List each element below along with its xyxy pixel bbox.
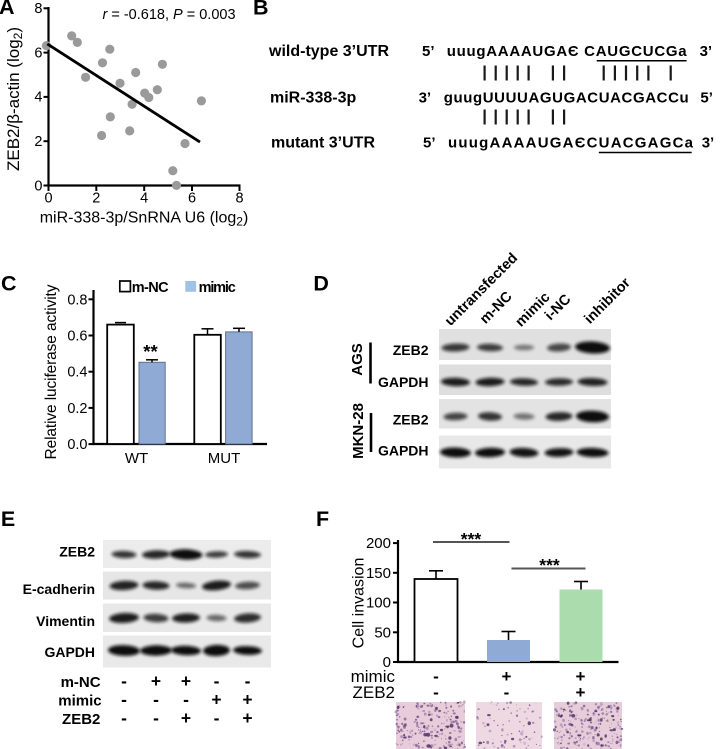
svg-text:2: 2 [34,134,42,150]
svg-text:-: - [121,671,127,691]
svg-text:m-NC: m-NC [132,280,169,296]
svg-text:mimic: mimic [199,280,236,296]
svg-text:8: 8 [235,191,243,207]
svg-text:100: 100 [366,595,391,612]
svg-text:AGS: AGS [349,343,366,376]
svg-text:***: *** [461,529,482,549]
svg-text:0.4: 0.4 [67,365,87,381]
svg-text:ZEB2: ZEB2 [393,412,429,428]
svg-text:Relative luciferase activity: Relative luciferase activity [43,284,60,459]
svg-text:6: 6 [188,191,196,207]
svg-text:0.6: 0.6 [67,329,87,345]
svg-text:E: E [1,507,15,531]
svg-text:Vimentin: Vimentin [36,613,95,629]
svg-text:+: + [502,667,512,686]
svg-text:r = -0.618, P = 0.003: r = -0.618, P = 0.003 [102,7,235,23]
svg-text:wild-type 3’UTR: wild-type 3’UTR [268,43,389,60]
svg-text:-: - [183,690,189,710]
svg-text:50: 50 [374,624,391,641]
svg-text:5’: 5’ [700,90,713,107]
svg-text:guugUUUUAGUGACUACGACCu: guugUUUUAGUGACUACGACCu [444,90,689,107]
svg-text:6: 6 [34,45,42,61]
svg-text:mimic: mimic [58,693,101,710]
svg-text:ZEB2: ZEB2 [59,544,95,560]
svg-text:***: *** [539,555,560,575]
svg-text:F: F [316,507,329,531]
svg-text:GAPDH: GAPDH [378,443,429,459]
svg-text:3’: 3’ [419,90,432,107]
svg-text:-: - [214,671,220,691]
svg-text:GAPDH: GAPDH [378,374,429,390]
svg-text:-: - [153,690,159,710]
svg-text:miR-338-3p: miR-338-3p [270,90,356,107]
svg-text:B: B [253,0,269,19]
svg-text:0: 0 [383,654,391,671]
svg-text:-: - [214,708,220,728]
svg-text:GAPDH: GAPDH [44,644,95,660]
svg-text:+: + [211,690,221,710]
svg-text:5’: 5’ [423,135,436,152]
svg-text:+: + [242,690,252,710]
svg-text:+: + [151,671,161,691]
svg-text:5’: 5’ [422,43,435,60]
svg-text:-: - [121,708,127,728]
svg-text:D: D [313,271,329,295]
svg-text:4: 4 [34,90,42,106]
svg-text:+: + [242,708,252,728]
svg-text:+: + [181,671,191,691]
svg-text:0: 0 [34,178,42,194]
svg-text:C: C [1,272,17,296]
svg-text:ZEB2: ZEB2 [352,683,395,702]
svg-text:-: - [121,690,127,710]
svg-text:-: - [245,671,251,691]
svg-text:A: A [0,0,15,19]
svg-text:3’: 3’ [700,43,713,60]
svg-text:0.2: 0.2 [67,401,87,417]
svg-text:**: ** [143,341,158,362]
svg-text:-: - [433,683,439,702]
svg-text:uuugAAAAUGAЄCUACGAGCa: uuugAAAAUGAЄCUACGAGCa [448,135,694,152]
svg-text:-: - [504,683,510,702]
svg-text:miR-338-3p/SnRNA U6 (log2): miR-338-3p/SnRNA U6 (log2) [40,210,249,229]
svg-text:mimic: mimic [351,667,396,686]
svg-text:ZEB2/β-actin (log2): ZEB2/β-actin (log2) [4,27,25,171]
svg-text:mutant 3’UTR: mutant 3’UTR [271,135,375,152]
svg-text:0.8: 0.8 [67,292,87,308]
svg-text:4: 4 [140,191,148,207]
svg-text:-: - [153,708,159,728]
svg-text:8: 8 [34,1,42,17]
svg-text:ZEB2: ZEB2 [62,711,100,728]
svg-text:3’: 3’ [702,135,715,152]
svg-text:Cell invasion: Cell invasion [351,558,368,649]
svg-text:200: 200 [366,535,391,552]
svg-text:150: 150 [366,565,391,582]
svg-text:MKN-28: MKN-28 [350,403,367,459]
svg-text:E-cadherin: E-cadherin [23,581,95,597]
svg-text:-: - [433,667,439,686]
svg-text:0.0: 0.0 [67,437,87,453]
svg-text:+: + [576,667,586,686]
svg-text:0: 0 [44,191,52,207]
svg-text:+: + [576,683,586,702]
svg-text:MUT: MUT [208,450,241,467]
svg-text:2: 2 [92,191,100,207]
svg-text:ZEB2: ZEB2 [393,342,429,358]
svg-text:uuugAAAAUGAЄ CAUGCUCGa: uuugAAAAUGAЄ CAUGCUCGa [447,43,688,60]
svg-text:+: + [181,708,191,728]
svg-text:WT: WT [125,450,148,467]
svg-text:m-NC: m-NC [61,674,101,691]
